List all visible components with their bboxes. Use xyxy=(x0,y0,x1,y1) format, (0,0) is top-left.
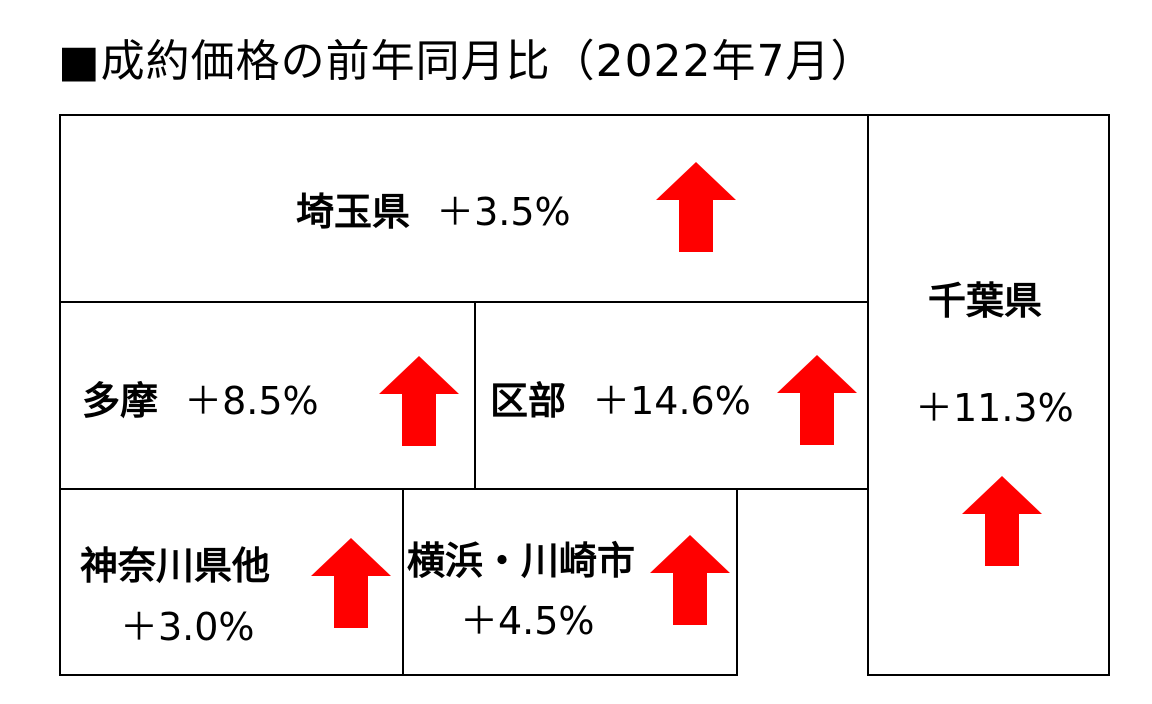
up-arrow-icon xyxy=(656,162,736,252)
region-name-kubu: 区部 xyxy=(490,379,567,423)
region-value-yokohama-kawasaki: ＋4.5% xyxy=(460,599,595,643)
region-name-tama: 多摩 xyxy=(82,379,159,423)
region-tama: 多摩 ＋8.5% xyxy=(82,378,319,424)
up-arrow-icon xyxy=(311,538,391,628)
region-value-saitama: ＋3.5% xyxy=(436,190,571,234)
region-value-chiba: ＋11.3% xyxy=(915,386,1074,430)
region-name-kanagawa: 神奈川県他 xyxy=(80,544,271,588)
up-arrow-icon xyxy=(962,476,1042,566)
region-name-chiba: 千葉県 xyxy=(928,279,1043,323)
up-arrow-icon xyxy=(379,356,459,446)
region-box-chiba xyxy=(867,114,1110,676)
region-name-yokohama-kawasaki: 横浜・川崎市 xyxy=(407,539,636,583)
region-kubu: 区部 ＋14.6% xyxy=(490,378,751,424)
region-value-kubu: ＋14.6% xyxy=(592,379,751,423)
region-box-saitama xyxy=(59,114,869,303)
region-value-tama: ＋8.5% xyxy=(184,379,319,423)
up-arrow-icon xyxy=(777,355,857,445)
region-saitama: 埼玉県 ＋3.5% xyxy=(296,189,571,235)
page-title: ■成約価格の前年同月比（2022年7月） xyxy=(58,36,876,87)
up-arrow-icon xyxy=(650,535,730,625)
region-value-kanagawa: ＋3.0% xyxy=(120,605,255,649)
region-name-saitama: 埼玉県 xyxy=(296,190,411,234)
